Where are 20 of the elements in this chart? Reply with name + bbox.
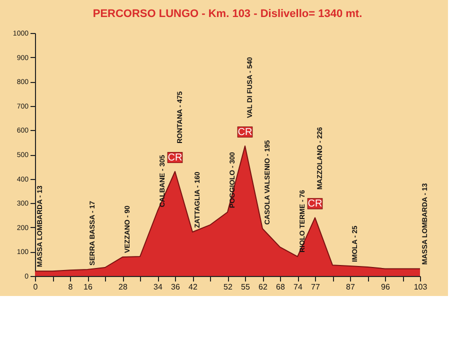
x-tick-label: 74 (294, 282, 303, 292)
x-tick-label: 62 (258, 282, 268, 292)
chart-title: PERCORSO LUNGO - Km. 103 - Dislivello= 1340 mt. (92, 8, 362, 20)
annotation: CR (238, 126, 252, 138)
x-tick-label: 55 (241, 282, 250, 292)
x-tick-label: 28 (118, 282, 128, 292)
x-tick-label: 8 (68, 282, 74, 292)
x-tick-label: 77 (311, 282, 320, 292)
x-tick-label: 16 (84, 282, 93, 292)
x-tick-label: 87 (346, 282, 356, 292)
x-tick-label: 52 (224, 282, 233, 292)
x-tick-label: 42 (188, 282, 198, 292)
x-tick-label: 96 (381, 282, 390, 292)
x-tick-label: 103 (414, 282, 428, 292)
annotation: CR (308, 198, 322, 210)
annotation: CR (168, 152, 182, 164)
x-tick-label: 36 (171, 282, 180, 292)
x-tick-label: 0 (33, 282, 38, 292)
x-tick-label: 34 (154, 282, 163, 292)
x-tick-label: 68 (276, 282, 286, 292)
